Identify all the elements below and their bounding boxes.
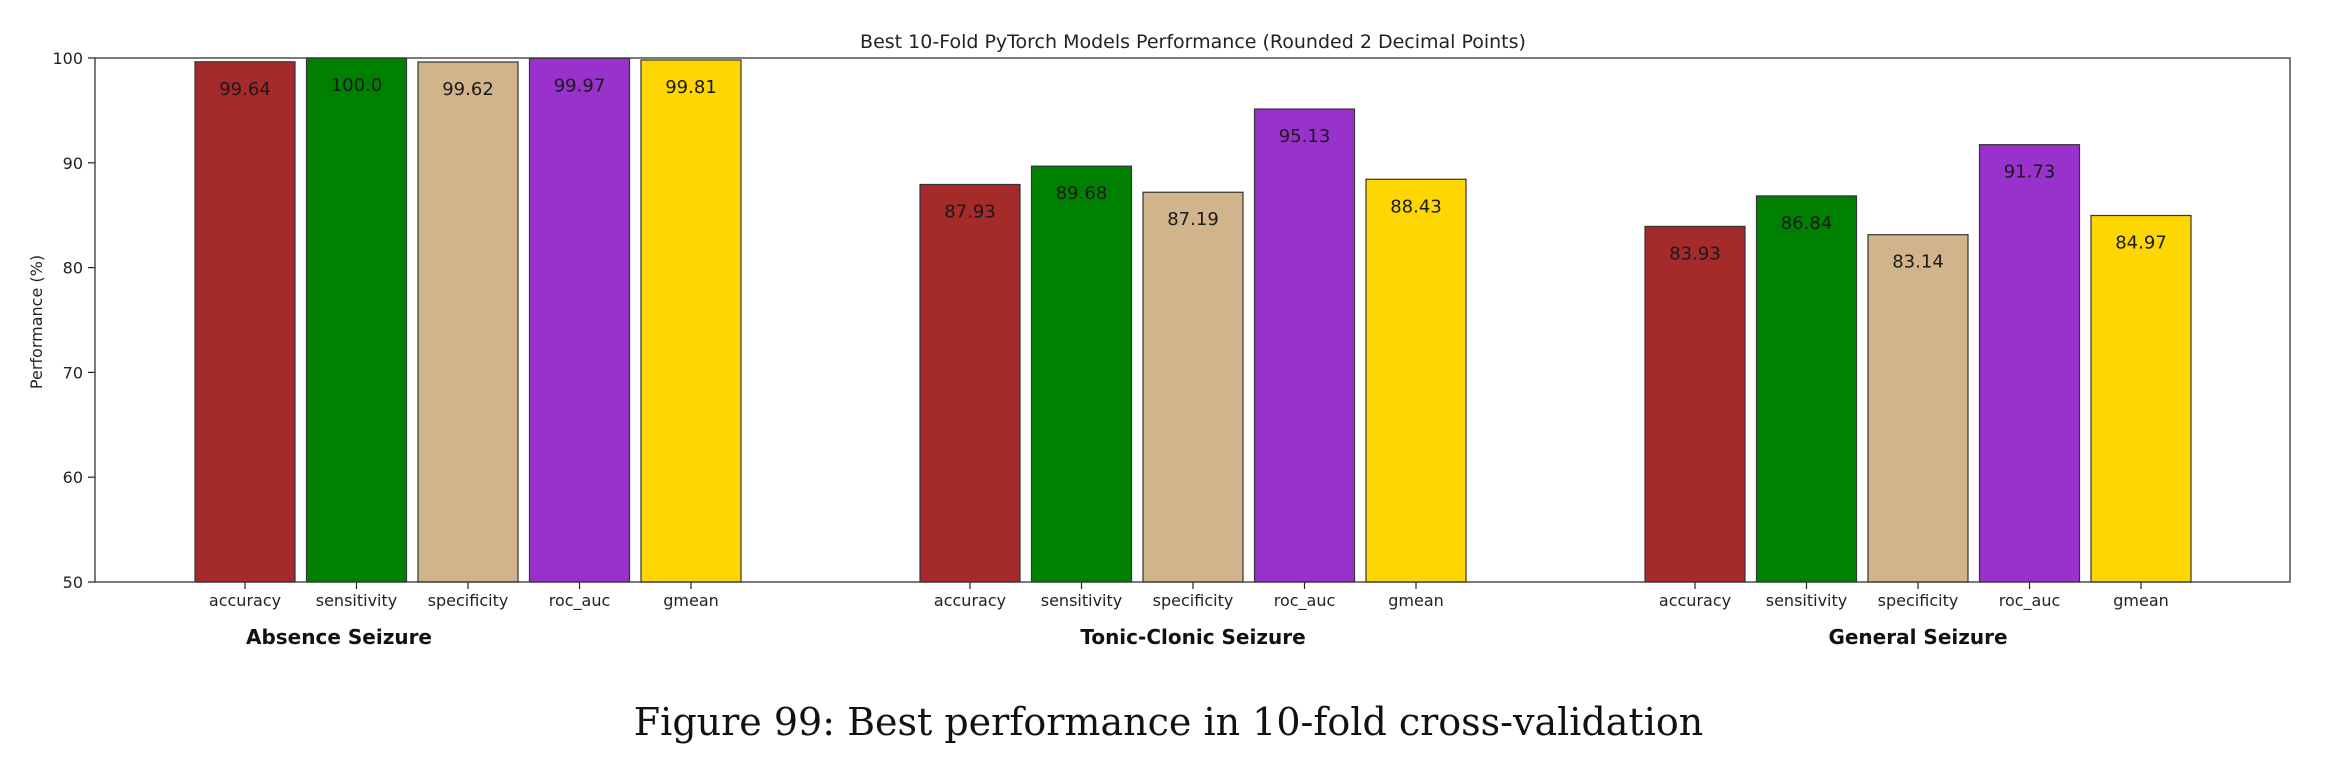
bar-value-label: 83.93 xyxy=(1669,243,1721,264)
bar-roc_auc xyxy=(1978,144,2081,583)
bar-gmean xyxy=(2090,214,2192,583)
bar-accuracy xyxy=(1644,225,1746,583)
bar-roc_auc xyxy=(1253,108,1356,583)
x-tick-label: gmean xyxy=(1388,591,1444,610)
bar-value-label: 99.97 xyxy=(554,75,606,96)
bar-value-label: 86.84 xyxy=(1781,213,1833,234)
x-tick-label: accuracy xyxy=(209,591,281,610)
bar-value-label: 99.62 xyxy=(442,79,494,100)
plot-area: 50 60 70 80 90 100 99.64 accuracy 100.0 sensitivi… xyxy=(52,49,2291,649)
bar-value-label: 99.64 xyxy=(219,79,271,100)
y-tick-label: 70 xyxy=(63,363,83,382)
bar-accuracy xyxy=(919,183,1021,583)
bar-sensitivity xyxy=(1030,165,1133,583)
group-label: Absence Seizure xyxy=(246,625,432,649)
x-tick-label: sensitivity xyxy=(1766,591,1847,610)
bar-value-label: 91.73 xyxy=(2004,162,2056,183)
bar-roc_auc xyxy=(528,57,631,583)
bar-value-label: 87.93 xyxy=(944,201,996,222)
bar-gmean xyxy=(1365,178,1467,583)
bar-chart: Best 10-Fold PyTorch Models Performance … xyxy=(27,31,2291,649)
figure-caption: Figure 99: Best performance in 10-fold c… xyxy=(633,700,1704,744)
x-tick-label: specificity xyxy=(428,591,509,610)
x-tick-label: gmean xyxy=(663,591,719,610)
bar-accuracy xyxy=(194,61,296,583)
x-tick-label: gmean xyxy=(2113,591,2169,610)
bar-sensitivity xyxy=(305,57,408,583)
bar-value-label: 95.13 xyxy=(1279,126,1331,147)
x-tick-label: accuracy xyxy=(934,591,1006,610)
y-axis-label: Performance (%) xyxy=(27,255,46,389)
x-tick-label: specificity xyxy=(1878,591,1959,610)
bar-value-label: 100.0 xyxy=(331,75,383,96)
bar-value-label: 83.14 xyxy=(1892,252,1944,273)
y-tick-label: 100 xyxy=(52,49,83,68)
x-tick-label: roc_auc xyxy=(1999,591,2061,611)
x-tick-label: roc_auc xyxy=(549,591,611,611)
x-tick-label: sensitivity xyxy=(316,591,397,610)
bar-value-label: 89.68 xyxy=(1056,183,1108,204)
bar-value-label: 88.43 xyxy=(1390,196,1442,217)
bar-gmean xyxy=(640,59,742,583)
bar-specificity xyxy=(417,61,519,583)
bar-sensitivity xyxy=(1755,195,1858,583)
x-tick-label: specificity xyxy=(1153,591,1234,610)
y-tick-label: 60 xyxy=(63,468,83,487)
bar-value-label: 99.81 xyxy=(665,77,717,98)
bar-value-label: 87.19 xyxy=(1167,209,1219,230)
y-tick-label: 50 xyxy=(63,573,83,592)
x-tick-label: sensitivity xyxy=(1041,591,1122,610)
plot-frame xyxy=(94,57,2291,583)
group-label: Tonic-Clonic Seizure xyxy=(1080,625,1305,649)
x-tick-label: roc_auc xyxy=(1274,591,1336,611)
group-label: General Seizure xyxy=(1828,625,2007,649)
x-tick-label: accuracy xyxy=(1659,591,1731,610)
bar-specificity xyxy=(1867,234,1969,583)
bar-specificity xyxy=(1142,191,1244,583)
y-tick-label: 80 xyxy=(63,259,83,278)
bar-value-label: 84.97 xyxy=(2115,233,2167,254)
chart-title: Best 10-Fold PyTorch Models Performance … xyxy=(860,31,1526,53)
y-tick-label: 90 xyxy=(63,154,83,173)
